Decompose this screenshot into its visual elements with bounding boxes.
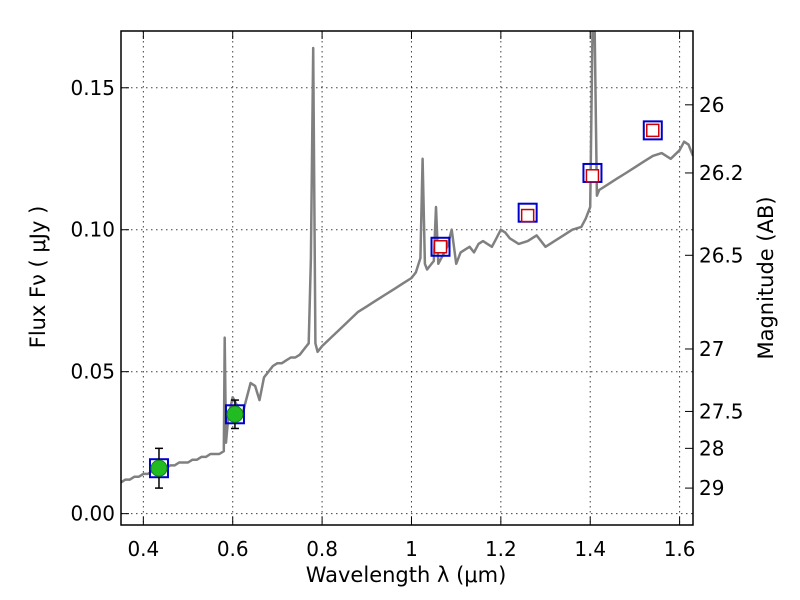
x-tick-label: 1.2 (485, 537, 517, 561)
right-axis-tick-label: 26.5 (699, 243, 744, 267)
marker-layer (148, 120, 663, 489)
observed-upper-limit-marker (585, 169, 600, 183)
right-axis-tick-label: 28 (699, 436, 724, 460)
x-tick-label: 1 (405, 537, 418, 561)
synthetic-photometry-marker (430, 236, 451, 257)
x-tick-label: 0.8 (306, 537, 338, 561)
right-axis-tick-label: 26.2 (699, 161, 744, 185)
tick-labels: 0.4 0.6 0.8 1 1.2 1.4 1.6 0.00 0.05 0.10 0.15 26 26.… (70, 76, 743, 561)
observed-detection-marker (150, 459, 168, 477)
plot-frame (120, 30, 694, 526)
y-tick-label: 0.05 (70, 360, 115, 384)
x-tick-label: 0.4 (127, 537, 159, 561)
right-axis-label: Magnitude (AB) (754, 196, 778, 359)
right-axis-tick-label: 26 (699, 93, 724, 117)
observed-upper-limit-marker (646, 123, 660, 138)
right-axis-tick-label: 27 (699, 337, 724, 361)
x-tick-label: 1.6 (664, 537, 696, 561)
y-tick-label: 0.00 (70, 502, 115, 526)
x-axis-label: Wavelength λ (μm) (306, 563, 507, 587)
y-axis-label: Flux Fν ( μJy ) (26, 206, 50, 349)
right-axis-tick-label: 29 (699, 476, 724, 500)
gridlines (121, 31, 693, 525)
synthetic-photometry-marker (642, 120, 663, 141)
y-tick-label: 0.15 (70, 76, 115, 100)
observed-upper-limit-marker (433, 240, 448, 254)
model-spectrum-line (121, 31, 693, 484)
right-axis-tick-label: 27.5 (699, 399, 744, 423)
x-tick-label: 0.6 (217, 537, 249, 561)
spectrum-layer (121, 31, 693, 484)
x-tick-label: 1.4 (574, 537, 606, 561)
tick-marks (121, 31, 693, 525)
y-tick-label: 0.10 (70, 218, 115, 242)
observed-upper-limit-marker (520, 208, 535, 223)
observed-detection-marker (226, 405, 244, 423)
